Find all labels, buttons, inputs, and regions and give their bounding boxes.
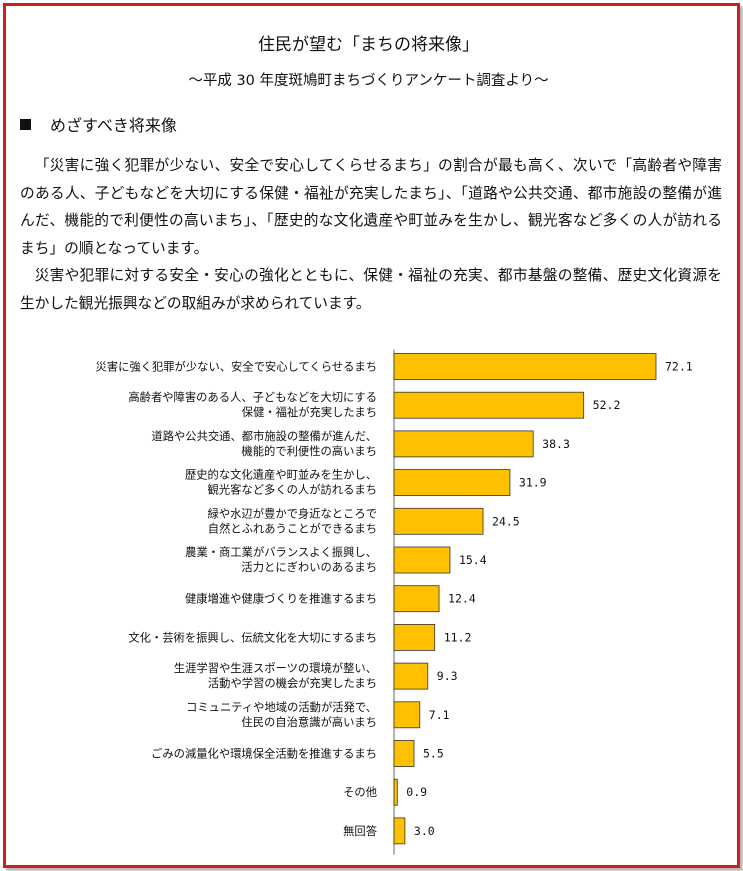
data-label-10: 7.1 — [429, 708, 450, 722]
data-label-8: 11.2 — [444, 630, 472, 644]
bar-10 — [393, 701, 421, 729]
bar-7 — [393, 585, 440, 613]
data-label-12: 0.9 — [406, 785, 427, 799]
category-label-5-2: 自然とふれあうことができるまち — [208, 521, 377, 535]
data-label-13: 3.0 — [414, 824, 435, 838]
summary-text: 「災害に強く犯罪が少ない、安全で安心してくらせるまち」の割合が最も高く、次いで「… — [20, 152, 722, 317]
category-label-10-2: 住民の自治意識が高いまち — [241, 715, 377, 729]
bar-4 — [393, 469, 511, 497]
category-label-5-1: 緑や水辺が豊かで身近なところで — [208, 506, 377, 520]
category-label-12-1: その他 — [343, 786, 377, 799]
category-label-2-2: 保健・福祉が充実したまち — [242, 405, 377, 419]
bar-9 — [393, 662, 429, 690]
category-label-4-1: 歴史的な文化遺産や町並みを生かし、 — [185, 468, 377, 482]
bar-3 — [393, 430, 534, 458]
bar-13 — [393, 817, 406, 845]
bar-12 — [393, 778, 398, 806]
bar-6 — [393, 546, 451, 574]
section-heading-text: めざすべき将来像 — [50, 116, 177, 135]
data-label-6: 15.4 — [459, 553, 487, 567]
data-label-5: 24.5 — [492, 514, 520, 528]
summary-paragraph-1: 「災害に強く犯罪が少ない、安全で安心してくらせるまち」の割合が最も高く、次いで「… — [20, 157, 722, 257]
category-label-7-1: 健康増進や健康づくりを推進するまち — [185, 592, 377, 606]
category-label-13-1: 無回答 — [343, 824, 377, 838]
data-label-1: 72.1 — [665, 360, 693, 374]
category-label-11-1: ごみの減量化や環境保全活動を推進するまち — [151, 747, 377, 761]
bar-11 — [393, 740, 415, 767]
bar-2 — [393, 391, 585, 419]
square-bullet-icon — [20, 119, 31, 130]
category-label-6-2: 活力とにぎわいのあるまち — [241, 560, 377, 574]
category-label-4-2: 観光客など多くの人が訪れるまち — [208, 483, 377, 497]
data-label-2: 52.2 — [593, 398, 621, 412]
bar-5 — [393, 507, 484, 535]
category-label-9-2: 活動や学習の機会が充実したまち — [208, 676, 377, 690]
bar-8 — [393, 624, 436, 651]
summary-paragraph-2: 災害や犯罪に対する安全・安心の強化とともに、保健・福祉の充実、都市基盤の整備、歴… — [20, 267, 722, 312]
data-label-4: 31.9 — [519, 476, 547, 490]
page-title: 住民が望む「まちの将来像」 — [258, 35, 479, 55]
category-label-8-1: 文化・芸術を振興し、伝統文化を大切にするまち — [128, 630, 377, 644]
bar-1 — [393, 353, 657, 380]
category-label-1-1: 災害に強く犯罪が少ない、安全で安心してくらせるまち — [95, 360, 377, 374]
data-label-7: 12.4 — [448, 592, 476, 606]
category-label-9-1: 生涯学習や生涯スポーツの環境が整い、 — [174, 661, 377, 675]
category-label-3-1: 道路や公共交通、都市施設の整備が進んだ、 — [151, 429, 377, 443]
category-label-3-2: 機能的で利便性の高いまち — [241, 444, 377, 458]
category-label-6-1: 農業・商工業がバランスよく振興し、 — [185, 545, 377, 559]
section-heading: めざすべき将来像 — [20, 112, 177, 136]
data-label-11: 5.5 — [423, 747, 444, 761]
data-label-3: 38.3 — [542, 437, 570, 451]
page-subtitle: ～平成 30 年度斑鳩町まちづくりアンケート調査より～ — [188, 73, 549, 89]
category-label-2-1: 高齢者や障害のある人、子どもなどを大切にする — [128, 390, 377, 404]
category-label-10-1: コミュニティや地域の活動が活発で、 — [186, 700, 377, 714]
data-label-9: 9.3 — [437, 669, 458, 683]
content-frame — [3, 3, 740, 868]
